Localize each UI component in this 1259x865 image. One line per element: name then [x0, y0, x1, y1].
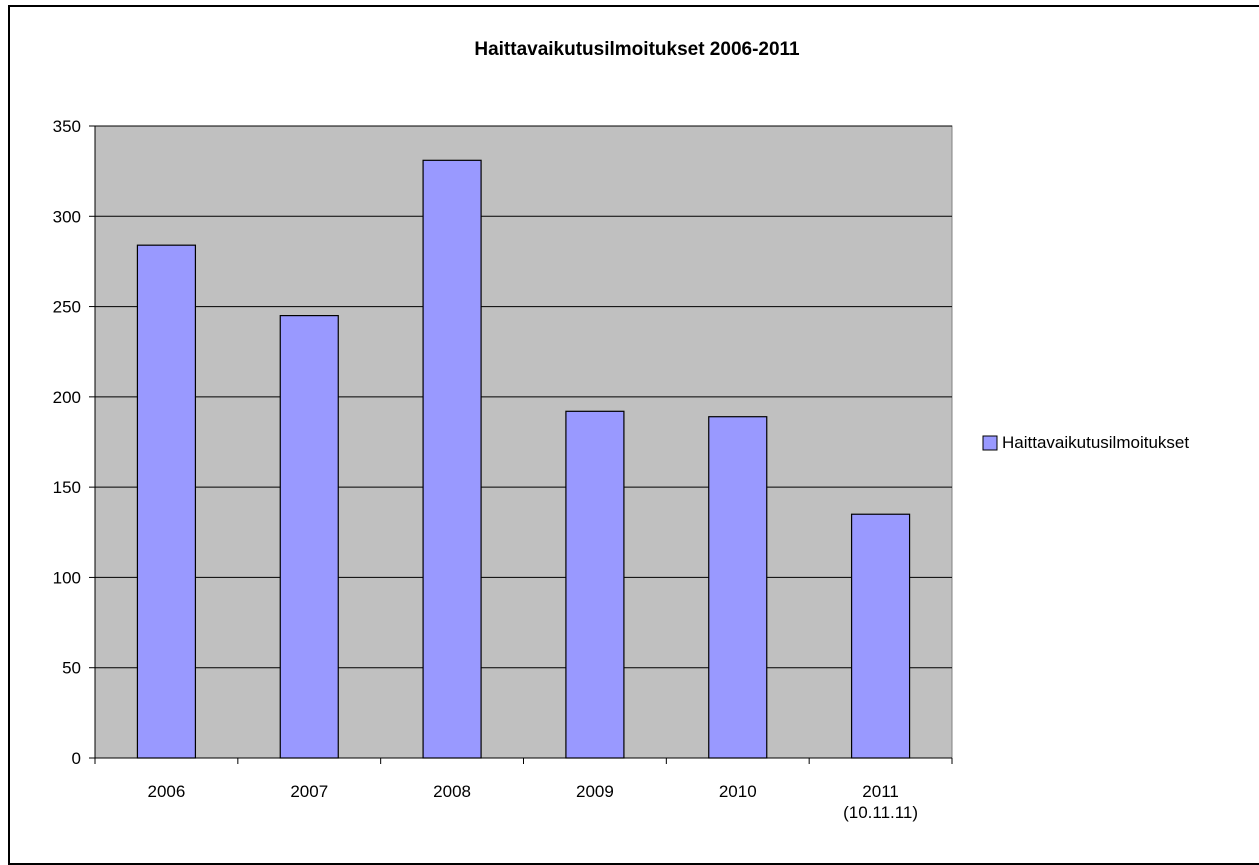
- bar-2010: [708, 416, 768, 759]
- x-tick-label-2010: 2010: [719, 782, 757, 801]
- x-tick-label-2009: 2009: [576, 782, 614, 801]
- x-tick-label-2011-line2: (10.11.11): [843, 803, 918, 822]
- y-tick-label-350: 350: [53, 117, 81, 136]
- y-tick-label-200: 200: [53, 388, 81, 407]
- chart-title: Haittavaikutusilmoitukset 2006-2011: [474, 39, 800, 60]
- y-tick-label-250: 250: [53, 298, 81, 317]
- x-tick-label-2011: 2011: [862, 782, 899, 801]
- bar-2006: [136, 244, 197, 759]
- bar-2007: [279, 315, 339, 759]
- bar-2009: [565, 410, 625, 759]
- gridlines: [95, 125, 952, 669]
- y-tick-label-150: 150: [53, 478, 81, 497]
- legend-swatch: [982, 435, 998, 451]
- plot-area: [94, 125, 953, 759]
- y-tick-labels: 0 50 100 150 200 250 300 350: [53, 117, 81, 768]
- bar-2008: [422, 159, 482, 759]
- bar-2011: [850, 513, 911, 759]
- x-tick-label-2007: 2007: [290, 782, 328, 801]
- y-tick-label-0: 0: [72, 749, 81, 768]
- y-tick-label-100: 100: [53, 568, 81, 587]
- y-tick-label-50: 50: [62, 659, 81, 678]
- y-tick-label-300: 300: [53, 207, 81, 226]
- x-tick-label-2006: 2006: [148, 782, 186, 801]
- legend-label: Haittavaikutusilmoitukset: [1002, 433, 1189, 452]
- bars: [136, 159, 911, 759]
- x-tick-labels: 2006 2007 2008 2009 2010 2011 (10.11.11): [148, 782, 919, 822]
- legend: Haittavaikutusilmoitukset: [982, 433, 1189, 452]
- x-tick-label-2008: 2008: [433, 782, 471, 801]
- axes: [89, 125, 953, 764]
